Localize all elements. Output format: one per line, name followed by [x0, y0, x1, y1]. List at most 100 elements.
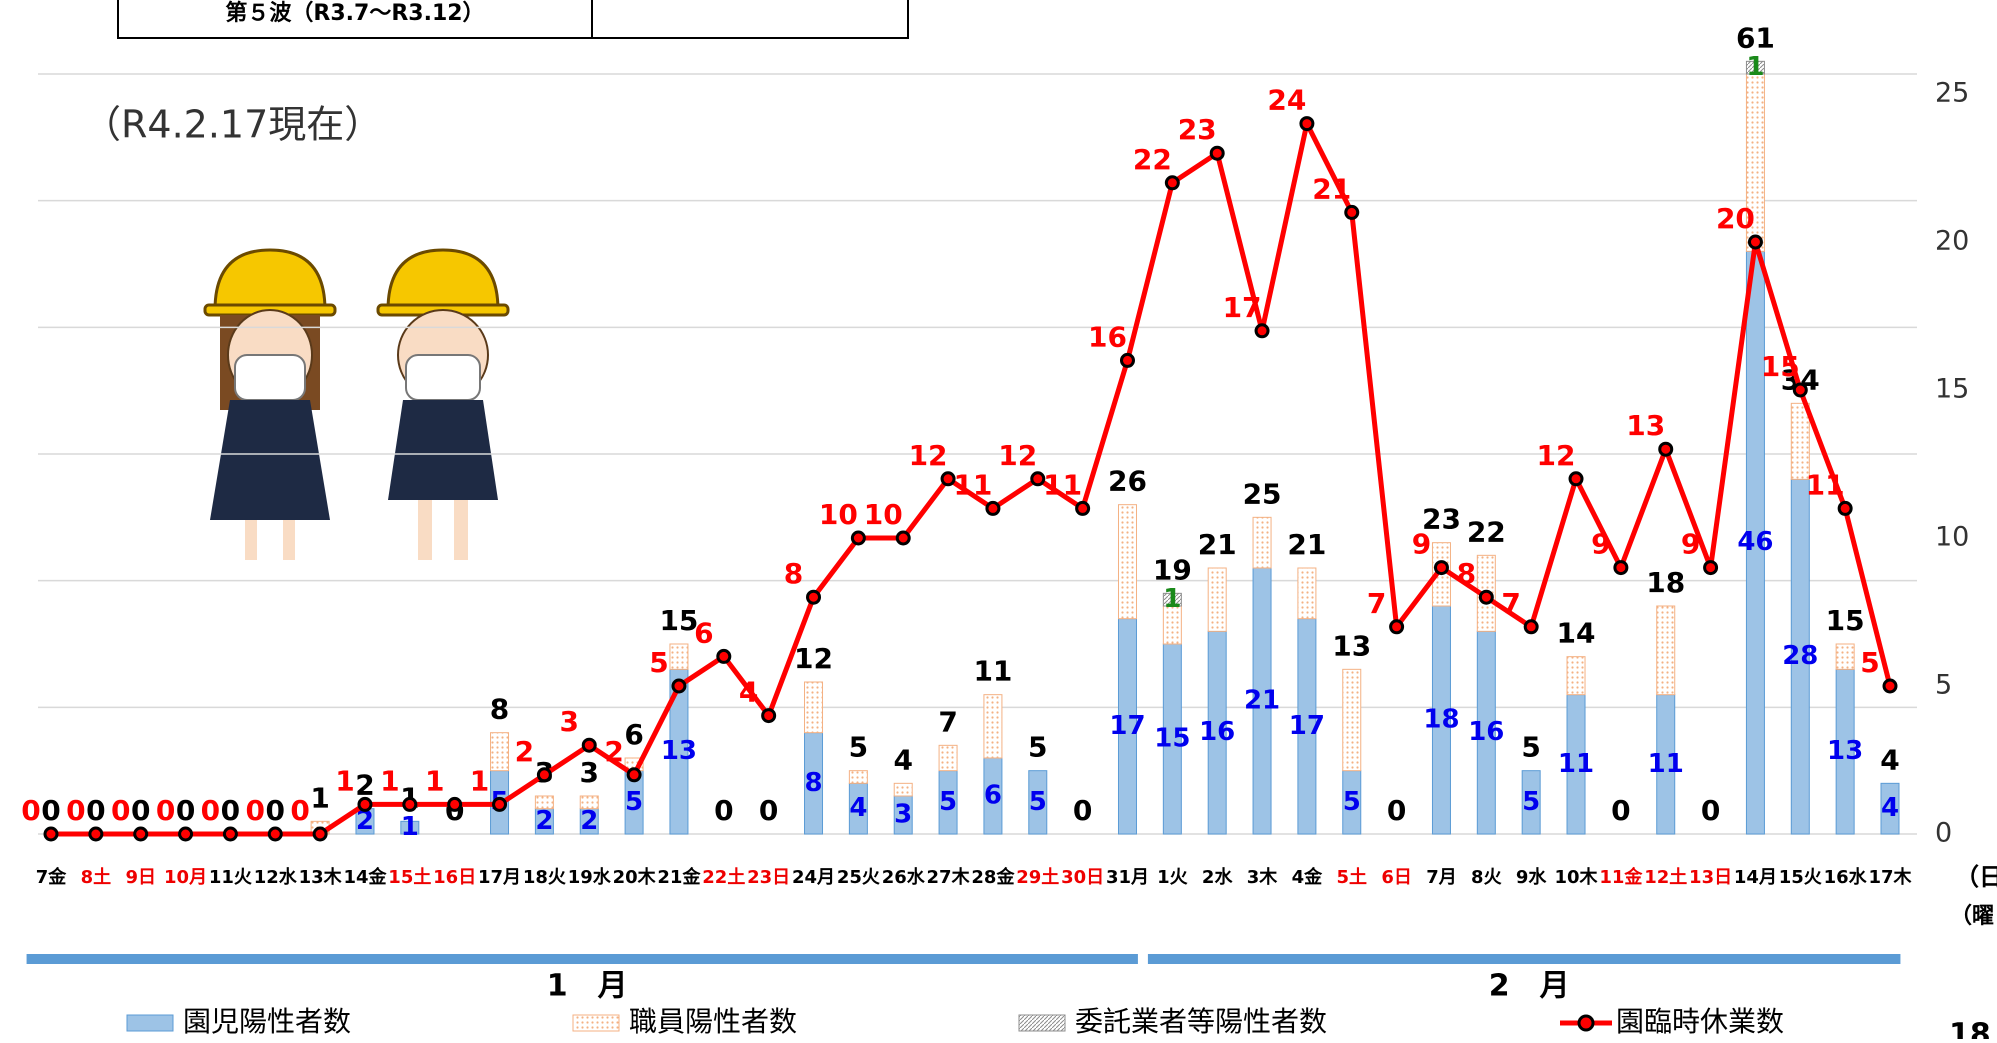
x-tick-label: 27木 [927, 866, 971, 888]
legend-label: 職員陽性者数 [629, 1005, 797, 1038]
x-tick-label: 11金 [1599, 866, 1643, 888]
total-label: 21 [1287, 528, 1326, 561]
x-unit: （日） [1955, 863, 1997, 891]
value-label: 1 [1746, 52, 1764, 82]
x-tick-label: 18火 [523, 867, 567, 888]
value-label: 8 [804, 768, 822, 798]
line-label: 0 [111, 794, 130, 827]
line-label: 13 [1626, 409, 1665, 442]
bar-segment [1342, 668, 1362, 772]
total-label: 1 [310, 781, 329, 814]
x-tick-label: 10月 [164, 867, 207, 888]
line-point [536, 767, 552, 783]
line-label: 21 [1312, 172, 1351, 205]
value-label: 11 [1558, 749, 1594, 779]
line-point [716, 648, 732, 664]
bar-segment [534, 795, 554, 810]
total-label: 5 [1521, 731, 1540, 764]
x-tick-label: 11火 [209, 867, 253, 888]
line-point [940, 471, 956, 487]
line-point [178, 826, 194, 842]
total-label: 19 [1153, 553, 1192, 586]
line-point [357, 796, 373, 812]
x-tick-label: 28金 [971, 866, 1015, 888]
bar-segment [1117, 504, 1137, 620]
value-label: 1 [401, 812, 419, 842]
line [51, 116, 1893, 837]
value-label: 21 [1244, 686, 1280, 716]
value-label: 17 [1289, 711, 1325, 741]
month-bar [1147, 954, 1901, 964]
x-tick-label: 21金 [657, 866, 701, 888]
line-point [1613, 560, 1629, 576]
value-label: 46 [1737, 527, 1773, 557]
line-point [850, 530, 866, 546]
bar-segment [1745, 60, 1765, 75]
line-label: 0 [156, 794, 175, 827]
legend-label: 園臨時休業数 [1616, 1005, 1784, 1038]
total-label: 4 [893, 743, 912, 776]
total-label: 5 [1028, 731, 1047, 764]
value-label: 11 [1648, 749, 1684, 779]
x-tick-label: 7月 [1426, 867, 1457, 888]
legend-label: 委託業者等陽性者数 [1075, 1005, 1327, 1038]
line-point [1792, 382, 1808, 398]
line-point [492, 796, 508, 812]
x-tick-label: 10木 [1554, 866, 1598, 888]
line-point [267, 826, 283, 842]
total-label: 61 [1736, 21, 1775, 54]
bar-segment [1162, 592, 1182, 607]
line-point [895, 530, 911, 546]
bar-segment [669, 643, 689, 670]
line-label: 7 [1501, 587, 1520, 620]
y2-tick-label: 0 [1935, 818, 1952, 849]
x-tick-label: 14月 [1734, 867, 1777, 888]
x-tick-label: 5土 [1336, 867, 1367, 888]
x-tick-label: 2水 [1202, 866, 1234, 888]
total-label: 0 [221, 794, 240, 827]
value-label: 13 [1827, 736, 1863, 766]
line-point [1523, 619, 1539, 635]
total-label: 0 [759, 794, 778, 827]
value-label: 5 [625, 787, 643, 817]
bar-segment [1880, 782, 1900, 835]
bar-segment [1028, 770, 1048, 835]
line-point [626, 767, 642, 783]
value-label: 5 [939, 787, 957, 817]
bar-segment [1252, 516, 1272, 569]
line-label: 5 [649, 646, 668, 679]
line-point [312, 826, 328, 842]
x-tick-label: 25火 [837, 867, 881, 888]
x-tick-label: 14金 [343, 866, 387, 888]
page-number: 18 [1949, 1018, 1991, 1040]
line-point [1568, 471, 1584, 487]
x-tick-label: 16日 [433, 867, 476, 888]
line-point [1164, 175, 1180, 191]
line-label: 1 [470, 764, 489, 797]
line-point [1030, 471, 1046, 487]
line-label: 10 [864, 498, 903, 531]
value-label: 5 [1522, 787, 1540, 817]
line-label: 0 [246, 794, 265, 827]
x-tick-label: 22土 [702, 867, 745, 888]
line-label: 12 [998, 439, 1037, 472]
value-label: 5 [1029, 787, 1047, 817]
x-tick-label: 24月 [792, 867, 835, 888]
legend-swatch [126, 1014, 174, 1032]
line-label: 23 [1178, 113, 1217, 146]
total-label: 0 [1387, 794, 1406, 827]
total-label: 0 [176, 794, 195, 827]
header-text: 第５波（R3.7～R3.12） [225, 0, 484, 26]
bar-segment [1521, 770, 1541, 835]
line-point [1658, 441, 1674, 457]
value-label: 16 [1199, 717, 1235, 747]
total-label: 15 [1826, 604, 1865, 637]
value-label: 2 [580, 806, 598, 836]
y2-tick-label: 25 [1935, 78, 1969, 109]
x-tick-label: 7金 [36, 866, 68, 888]
value-label: 16 [1468, 717, 1504, 747]
value-label: 18 [1423, 705, 1459, 735]
total-label: 3 [580, 756, 599, 789]
line-label: 16 [1088, 320, 1127, 353]
total-label: 6 [624, 718, 643, 751]
